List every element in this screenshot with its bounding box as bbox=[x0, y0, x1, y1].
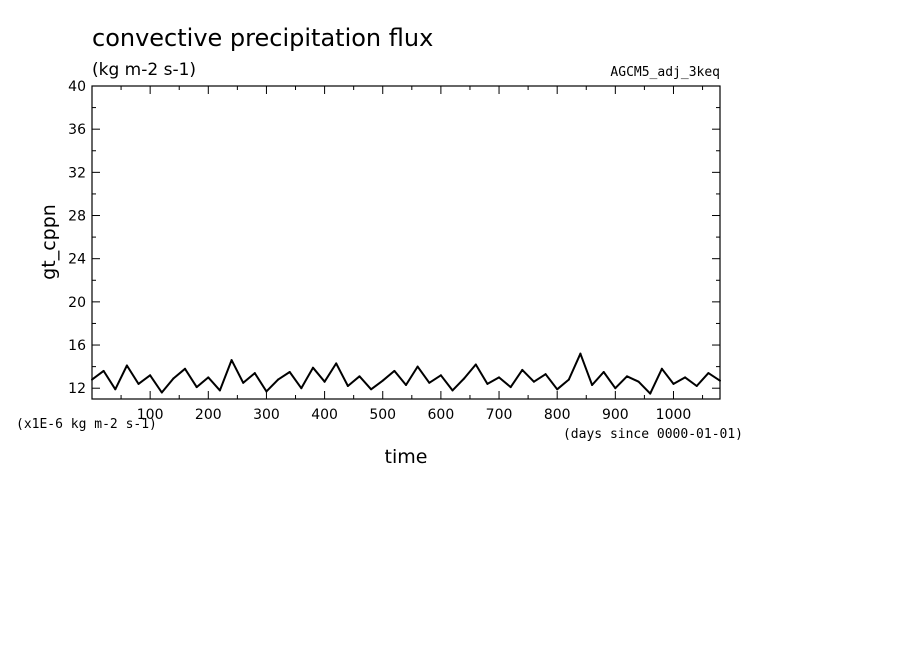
y-tick-label: 24 bbox=[68, 252, 86, 268]
y-tick-label: 36 bbox=[68, 122, 86, 138]
data-point bbox=[509, 386, 512, 389]
data-point bbox=[579, 352, 582, 355]
data-point bbox=[498, 376, 501, 379]
data-point bbox=[451, 389, 454, 392]
y-tick-label: 32 bbox=[68, 165, 86, 181]
x-units-note: (days since 0000-01-01) bbox=[563, 427, 743, 442]
data-point bbox=[242, 381, 245, 384]
data-point bbox=[649, 392, 652, 395]
data-point bbox=[544, 373, 547, 376]
data-point bbox=[614, 387, 617, 390]
data-point bbox=[474, 363, 477, 366]
y-tick-label: 40 bbox=[68, 79, 86, 95]
y-tick-label: 20 bbox=[68, 295, 86, 311]
x-tick-label: 900 bbox=[602, 407, 629, 423]
y-tick-label: 28 bbox=[68, 209, 86, 225]
data-point bbox=[311, 366, 314, 369]
data-point bbox=[184, 367, 187, 370]
x-axis: 100 200 300 400 500 600 700 800 900 1000 bbox=[120, 86, 704, 423]
data-point bbox=[346, 385, 349, 388]
data-point bbox=[230, 359, 233, 362]
x-tick-label: 200 bbox=[195, 407, 222, 423]
x-tick-label: 600 bbox=[428, 407, 455, 423]
data-point bbox=[277, 378, 280, 381]
data-point bbox=[195, 386, 198, 389]
x-tick-label: 300 bbox=[253, 407, 280, 423]
data-point bbox=[149, 374, 152, 377]
data-point bbox=[463, 377, 466, 380]
x-tick-label: 700 bbox=[486, 407, 513, 423]
x-tick-label: 800 bbox=[544, 407, 571, 423]
data-point bbox=[695, 385, 698, 388]
y-axis: 12 16 20 24 28 32 36 40 bbox=[68, 79, 720, 397]
x-tick-label: 400 bbox=[311, 407, 338, 423]
x-tick-label: 100 bbox=[137, 407, 164, 423]
data-point bbox=[381, 379, 384, 382]
data-point bbox=[253, 372, 256, 375]
chart-title: convective precipitation flux bbox=[92, 24, 433, 52]
data-point bbox=[625, 375, 628, 378]
data-point bbox=[207, 376, 210, 379]
data-point bbox=[439, 374, 442, 377]
chart-units: (kg m-2 s-1) bbox=[92, 60, 196, 80]
data-point bbox=[137, 382, 140, 385]
data-point bbox=[660, 367, 663, 370]
data-point bbox=[556, 388, 559, 391]
series-line bbox=[91, 352, 721, 395]
series-layer bbox=[91, 352, 721, 395]
data-point bbox=[567, 378, 570, 381]
data-point bbox=[532, 380, 535, 383]
data-point bbox=[160, 391, 163, 394]
y-scale-note: (x1E-6 kg m-2 s-1) bbox=[16, 417, 157, 432]
data-point bbox=[323, 380, 326, 383]
y-tick-label: 16 bbox=[68, 338, 86, 354]
data-point bbox=[125, 364, 128, 367]
data-point bbox=[707, 372, 710, 375]
data-point bbox=[486, 382, 489, 385]
data-point bbox=[405, 383, 407, 386]
data-point bbox=[335, 362, 338, 365]
data-point bbox=[91, 378, 93, 381]
data-point bbox=[114, 388, 117, 391]
data-point bbox=[602, 371, 605, 374]
y-axis-label: gt_cppn bbox=[38, 204, 60, 280]
data-point bbox=[102, 369, 105, 372]
data-point bbox=[591, 383, 594, 386]
y-tick-label: 12 bbox=[68, 381, 86, 397]
data-point bbox=[428, 381, 431, 384]
dataset-label: AGCM5_adj_3keq bbox=[610, 65, 720, 80]
data-point bbox=[637, 380, 640, 383]
data-point bbox=[684, 376, 687, 379]
data-point bbox=[370, 388, 373, 391]
x-tick-label: 1000 bbox=[656, 407, 692, 423]
x-tick-label: 500 bbox=[369, 407, 396, 423]
data-point bbox=[300, 387, 303, 390]
data-point bbox=[288, 371, 291, 374]
data-point bbox=[265, 390, 268, 393]
data-point bbox=[172, 377, 175, 380]
data-point bbox=[416, 365, 419, 368]
x-axis-label: time bbox=[385, 446, 428, 468]
data-point bbox=[218, 389, 221, 392]
data-point bbox=[393, 369, 396, 372]
data-point bbox=[672, 382, 675, 385]
data-point bbox=[358, 375, 361, 378]
data-point bbox=[521, 368, 524, 371]
plot-frame bbox=[91, 85, 721, 400]
data-point bbox=[719, 379, 721, 382]
